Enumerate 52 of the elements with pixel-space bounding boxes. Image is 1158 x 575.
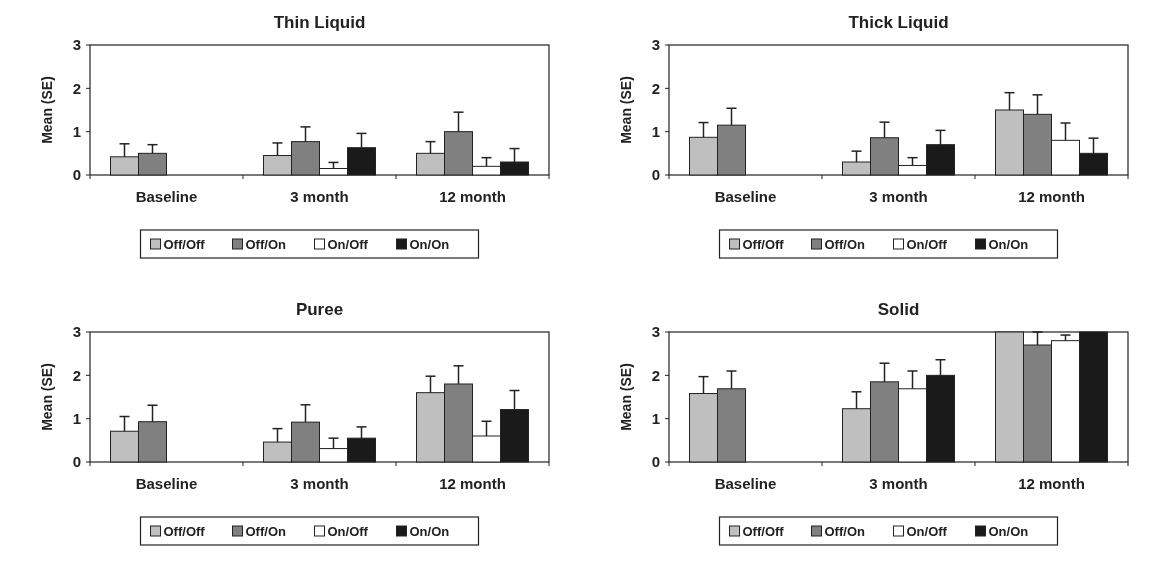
y-axis-title: Mean (SE) [618, 76, 634, 144]
chart-title: Thin Liquid [273, 13, 366, 32]
y-tick-label: 0 [72, 453, 81, 471]
x-tick-label: Baseline [135, 188, 198, 205]
y-tick-label: 0 [651, 453, 660, 471]
legend-label: Off/On [824, 524, 865, 539]
y-tick-label: 2 [651, 366, 660, 384]
chart-title: Puree [295, 300, 344, 319]
legend-label: On/On [409, 524, 450, 539]
legend-label: Off/On [245, 524, 286, 539]
y-axis-title: Mean (SE) [39, 363, 55, 431]
y-tick-label: 0 [651, 166, 660, 184]
legend-label: Off/Off [163, 524, 206, 539]
legend-label: Off/Off [742, 524, 785, 539]
y-tick-label: 3 [72, 323, 81, 341]
y-tick-label: 2 [72, 79, 81, 97]
legend-label: On/On [409, 237, 450, 252]
chart-title: Solid [877, 300, 920, 319]
y-tick-label: 3 [72, 36, 81, 54]
legend-label: On/Off [327, 524, 369, 539]
x-tick-label: Baseline [135, 475, 198, 492]
x-tick-label: 12 month [439, 475, 506, 492]
legend-label: On/Off [906, 524, 948, 539]
y-tick-label: 1 [651, 409, 660, 427]
legend-label: Off/Off [163, 237, 206, 252]
x-tick-label: 12 month [439, 188, 506, 205]
x-tick-label: 3 month [869, 188, 928, 205]
y-tick-label: 1 [72, 409, 81, 427]
x-tick-label: Baseline [714, 188, 777, 205]
x-tick-label: 3 month [290, 475, 349, 492]
y-tick-label: 2 [651, 79, 660, 97]
legend-label: On/Off [906, 237, 948, 252]
y-tick-label: 3 [651, 323, 660, 341]
legend-label: Off/Off [742, 237, 785, 252]
chart-title: Thick Liquid [848, 13, 949, 32]
x-tick-label: 3 month [290, 188, 349, 205]
y-tick-label: 1 [651, 122, 660, 140]
x-tick-label: 12 month [1018, 188, 1085, 205]
y-tick-label: 0 [72, 166, 81, 184]
y-tick-label: 1 [72, 122, 81, 140]
legend-label: On/Off [327, 237, 369, 252]
legend-label: On/On [988, 237, 1029, 252]
y-tick-label: 2 [72, 366, 81, 384]
y-axis-title: Mean (SE) [618, 363, 634, 431]
y-tick-label: 3 [651, 36, 660, 54]
legend-label: Off/On [245, 237, 286, 252]
x-tick-label: 12 month [1018, 475, 1085, 492]
legend-label: Off/On [824, 237, 865, 252]
y-axis-title: Mean (SE) [39, 76, 55, 144]
legend-label: On/On [988, 524, 1029, 539]
x-tick-label: Baseline [714, 475, 777, 492]
x-tick-label: 3 month [869, 475, 928, 492]
